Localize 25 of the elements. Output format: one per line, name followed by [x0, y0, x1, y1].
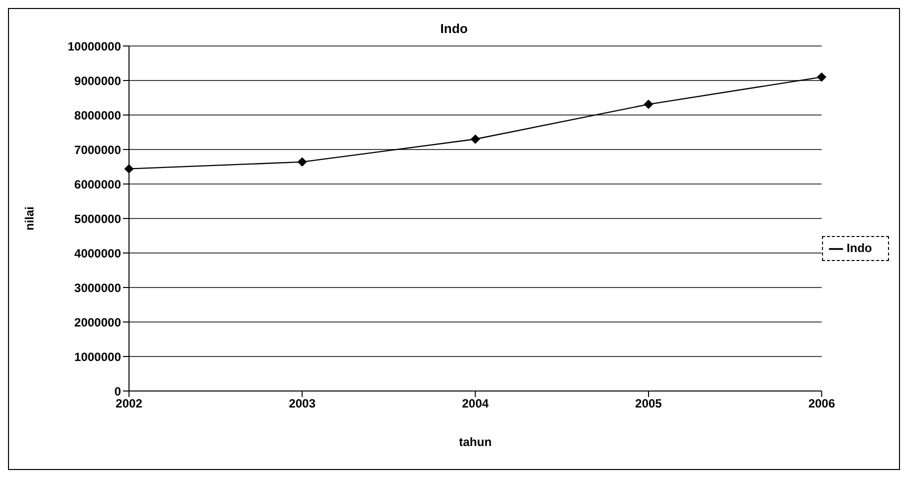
- y-tick-label: 2000000: [74, 315, 122, 330]
- point: [124, 164, 134, 174]
- y-tick-label: 1000000: [74, 350, 122, 364]
- y-axis-title: nilai: [22, 206, 36, 231]
- legend-label: Indo: [846, 241, 872, 256]
- point: [644, 100, 654, 109]
- y-tick-label: 0: [114, 384, 122, 398]
- point: [298, 157, 307, 166]
- y-tick-label: 5000000: [74, 212, 122, 226]
- y-tick-label: 6000000: [74, 177, 122, 192]
- x-tick-label: 2005: [635, 396, 662, 411]
- y-tick-label: 4000000: [74, 246, 122, 260]
- y-tick-label: 7000000: [74, 142, 122, 157]
- y-tick-label: 3000000: [74, 280, 122, 295]
- y-tick-label: 10000000: [68, 39, 122, 54]
- y-tick-label: 9000000: [74, 74, 122, 88]
- x-tick-label: 2002: [116, 396, 143, 411]
- point: [470, 134, 480, 144]
- y-tick-label: 8000000: [74, 108, 122, 122]
- point: [817, 72, 826, 82]
- x-tick-label: 2004: [462, 396, 490, 411]
- x-axis-title: tahun: [459, 435, 492, 449]
- x-tick-label: 2003: [288, 396, 316, 411]
- chart-title: Indo: [439, 21, 469, 36]
- x-tick-label: 2006: [808, 396, 836, 411]
